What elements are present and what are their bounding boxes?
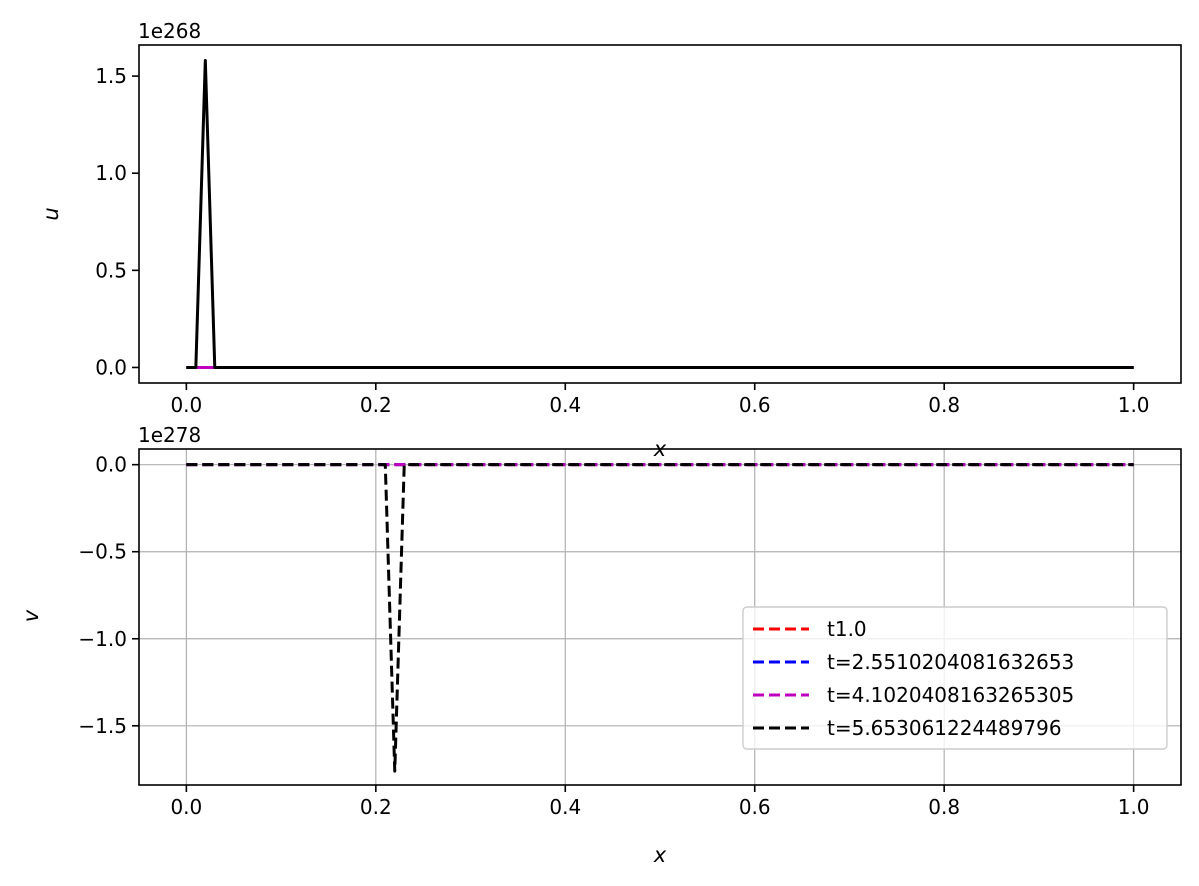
top-y-tick-label: 0.0 xyxy=(95,355,127,379)
top-ylabel: u xyxy=(39,207,63,220)
top-x-tick-label: 0.6 xyxy=(739,393,771,417)
bottom-legend-box xyxy=(742,606,1168,750)
bottom-series-line-3 xyxy=(186,463,1134,773)
top-offset-text: 1e268 xyxy=(138,19,201,43)
bottom-legend: t1.0 t=2.5510204081632653 t=4.102040816326… xyxy=(742,606,1168,750)
top-chart-panel: 1e268 x u 0.0 0.2 0.4 0.6 0.8 1.00.00.51.01.5 xyxy=(39,19,1182,461)
bottom-x-tick-label: 0.0 xyxy=(170,795,202,819)
bottom-y-tick-label: −1.5 xyxy=(78,714,127,738)
bottom-y-tick-label: −1.0 xyxy=(78,627,127,651)
bottom-legend-label: t=2.5510204081632653 xyxy=(827,650,1074,674)
top-axes-frame xyxy=(138,44,1182,384)
bottom-ylabel: v xyxy=(19,609,43,622)
top-x-tick-label: 0.2 xyxy=(360,393,392,417)
bottom-x-tick-label: 1.0 xyxy=(1118,795,1150,819)
bottom-y-tick-label: −0.5 xyxy=(78,540,127,564)
bottom-legend-label: t=4.1020408163265305 xyxy=(827,683,1074,707)
bottom-x-tick-label: 0.4 xyxy=(549,795,581,819)
top-y-tick-label: 0.5 xyxy=(95,258,127,282)
bottom-offset-text: 1e278 xyxy=(138,423,201,447)
top-x-tick-label: 0.8 xyxy=(928,393,960,417)
top-y-tick-label: 1.5 xyxy=(95,64,127,88)
bottom-axes-frame xyxy=(138,448,1182,786)
bottom-x-tick-label: 0.2 xyxy=(360,795,392,819)
bottom-chart-panel: 1e278 x v 0.0 0.2 0.4 0.6 0.8 1.0 0.0 −0.5 −1.0 −… xyxy=(19,423,1182,867)
top-y-tick-label: 1.0 xyxy=(95,161,127,185)
top-x-tick-label: 1.0 xyxy=(1118,393,1150,417)
bottom-x-tick-label: 0.6 xyxy=(739,795,771,819)
bottom-xlabel: x xyxy=(653,843,667,867)
bottom-legend-label: t1.0 xyxy=(827,617,867,641)
bottom-legend-label: t=5.653061224489796 xyxy=(827,716,1062,740)
bottom-y-tick-label: 0.0 xyxy=(95,453,127,477)
top-x-tick-label: 0.0 xyxy=(170,393,202,417)
bottom-x-tick-label: 0.8 xyxy=(928,795,960,819)
top-series-line-3 xyxy=(186,59,1134,369)
top-x-tick-label: 0.4 xyxy=(549,393,581,417)
